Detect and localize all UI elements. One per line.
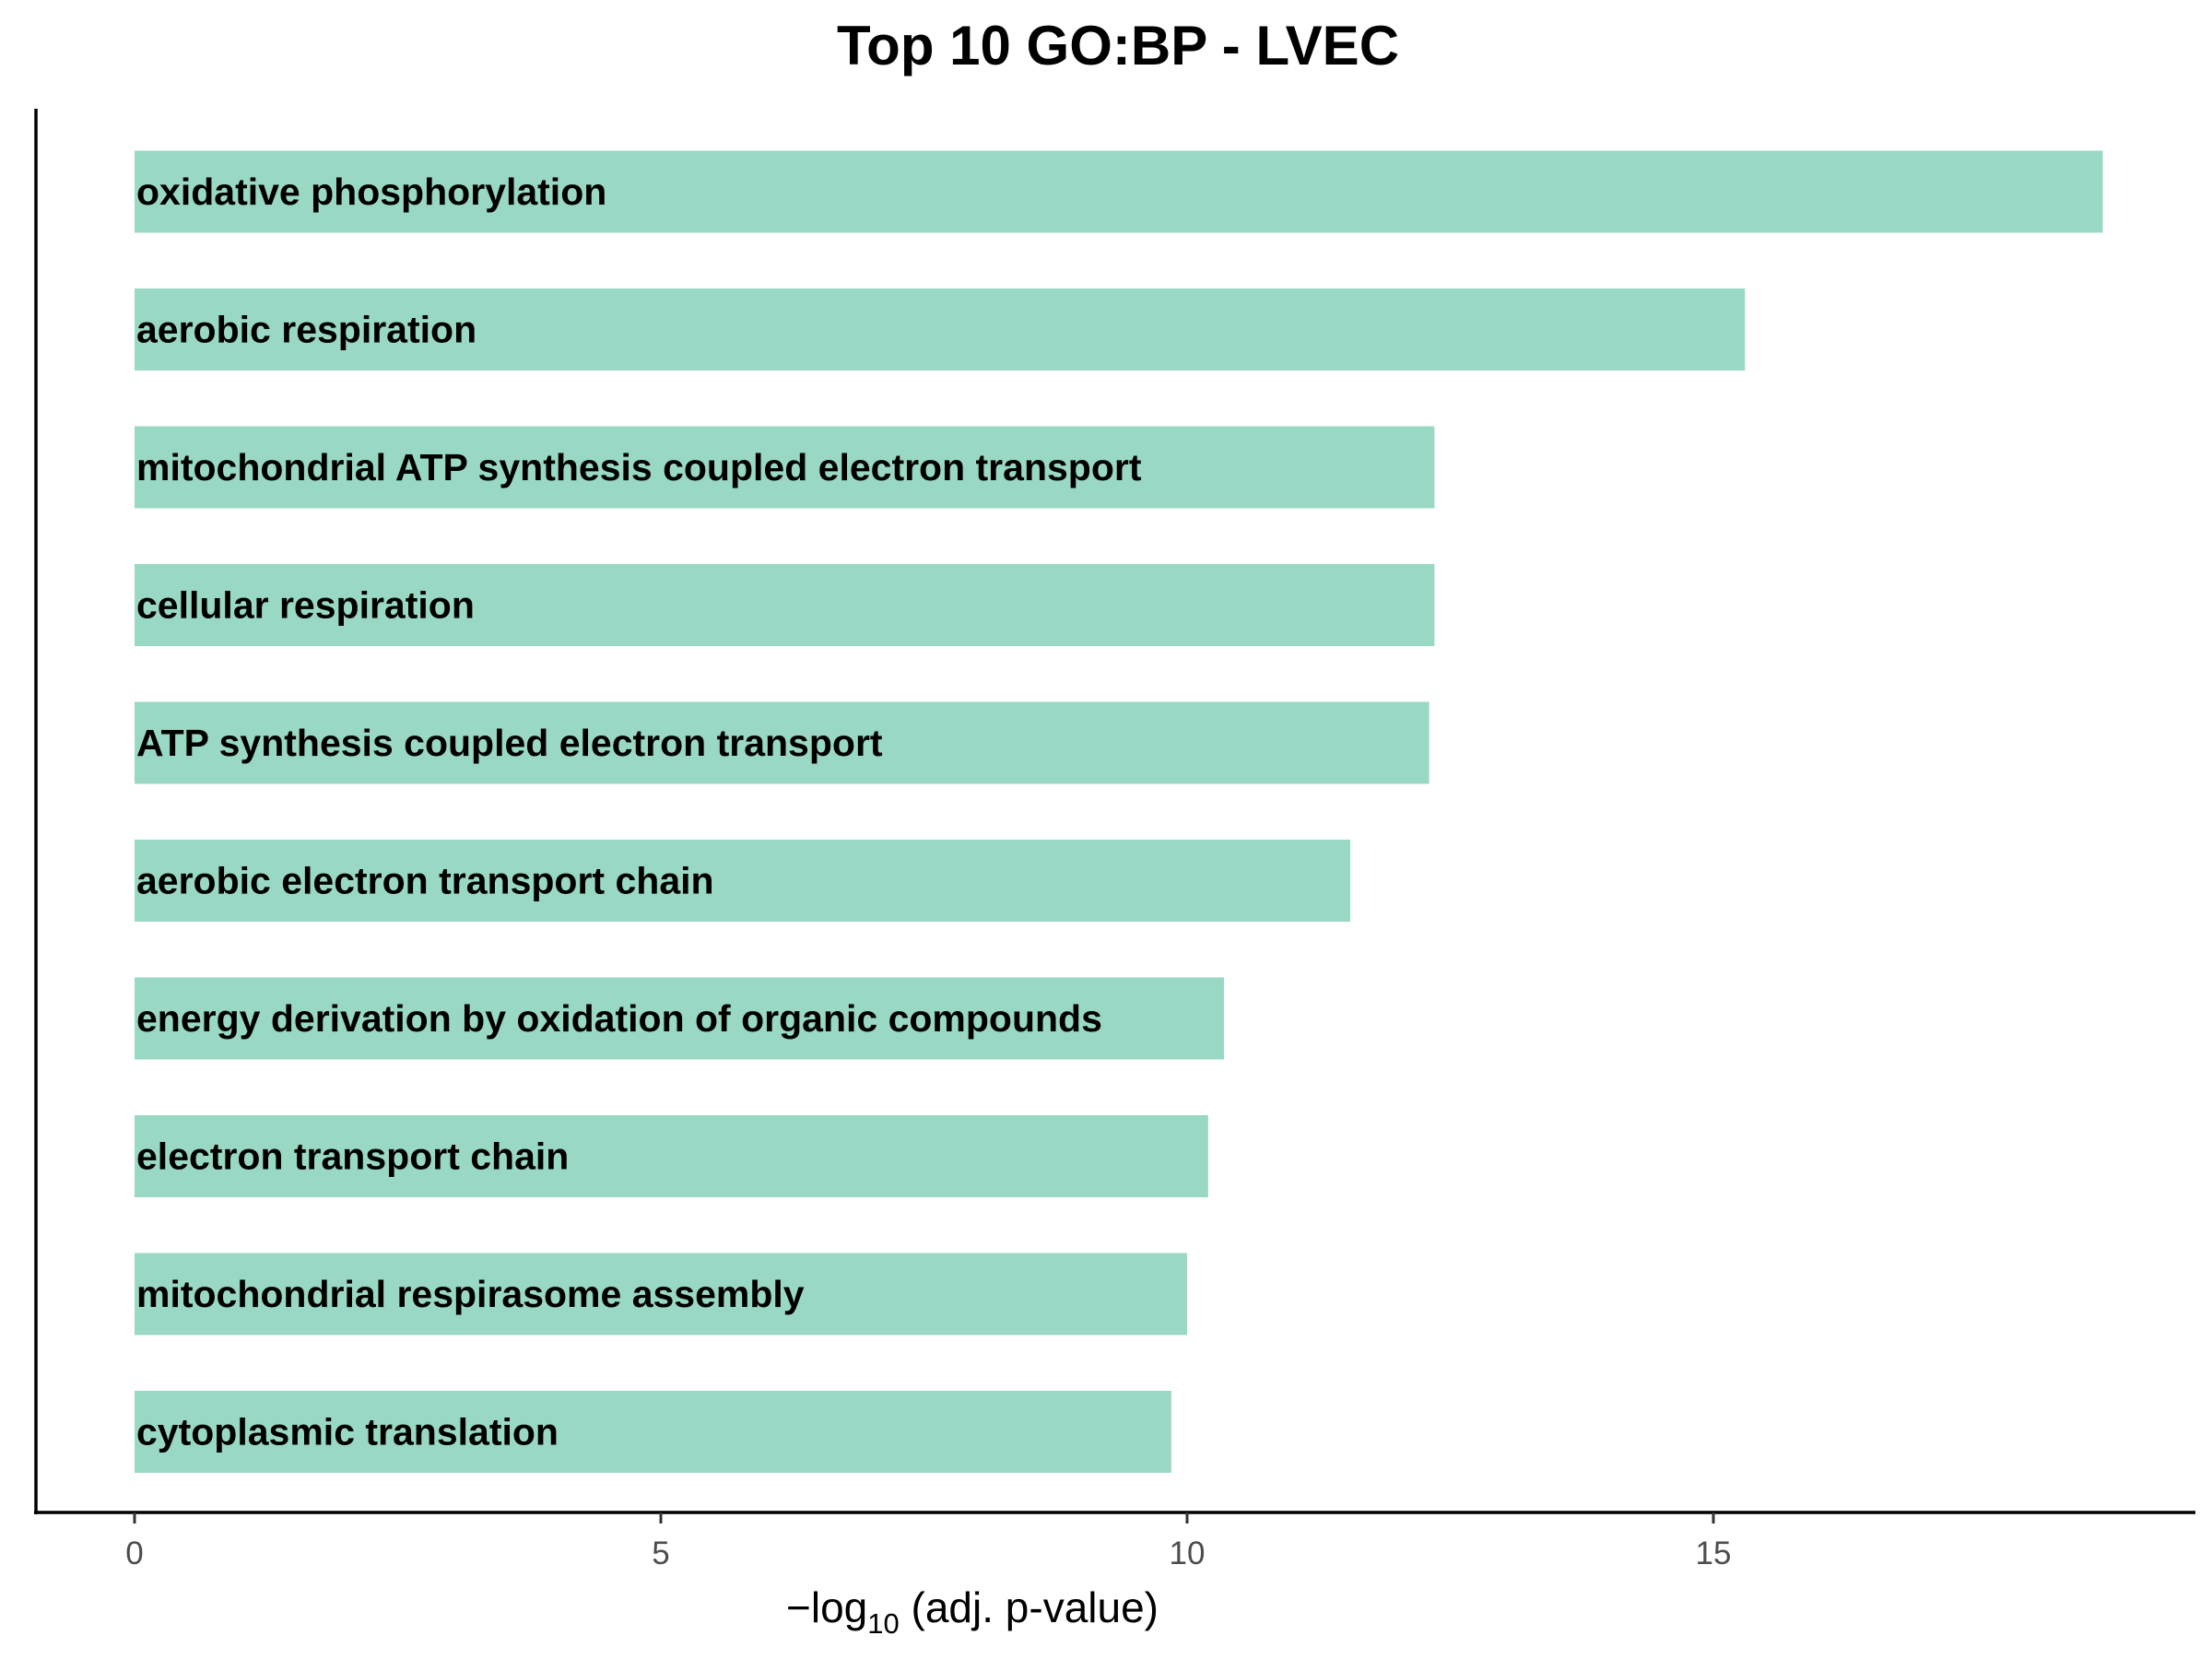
x-tick-label: 0 [125,1535,143,1571]
bar-label: aerobic respiration [136,309,477,351]
bar [135,1115,1208,1197]
bar-label: electron transport chain [136,1135,569,1178]
x-tick-label: 5 [652,1535,669,1571]
bar [135,564,1435,646]
bar-label: aerobic electron transport chain [136,860,714,902]
x-axis-title-suffix: (adj. p-value) [900,1583,1159,1631]
bar-label: cytoplasmic translation [136,1411,559,1453]
bar [135,977,1224,1060]
x-tick-label: 10 [1170,1535,1206,1571]
bar [135,1253,1187,1335]
x-ticks-layer: 0 5 10 15 [125,1512,1731,1571]
bar [135,150,2103,233]
bar-label: ATP synthesis coupled electron transport [136,722,883,764]
x-axis-title-prefix: −log [786,1583,867,1631]
bar [135,1391,1171,1473]
bars-layer: oxidative phosphorylation aerobic respira… [135,150,2103,1473]
bar-label: mitochondrial respirasome assembly [136,1273,805,1315]
bar [135,288,1746,371]
bar-label: oxidative phosphorylation [136,171,606,213]
bar [135,840,1351,922]
bar-label: cellular respiration [136,584,475,627]
x-axis-title: −log10 (adj. p-value) [786,1583,1159,1640]
x-axis-title-subscript: 10 [867,1607,899,1640]
bar-label: mitochondrial ATP synthesis coupled elec… [136,446,1142,488]
bar-label: energy derivation by oxidation of organi… [136,997,1102,1040]
chart-title: Top 10 GO:BP - LVEC [837,15,1399,76]
bar [135,426,1435,509]
bar [135,701,1430,784]
x-tick-label: 15 [1696,1535,1732,1571]
